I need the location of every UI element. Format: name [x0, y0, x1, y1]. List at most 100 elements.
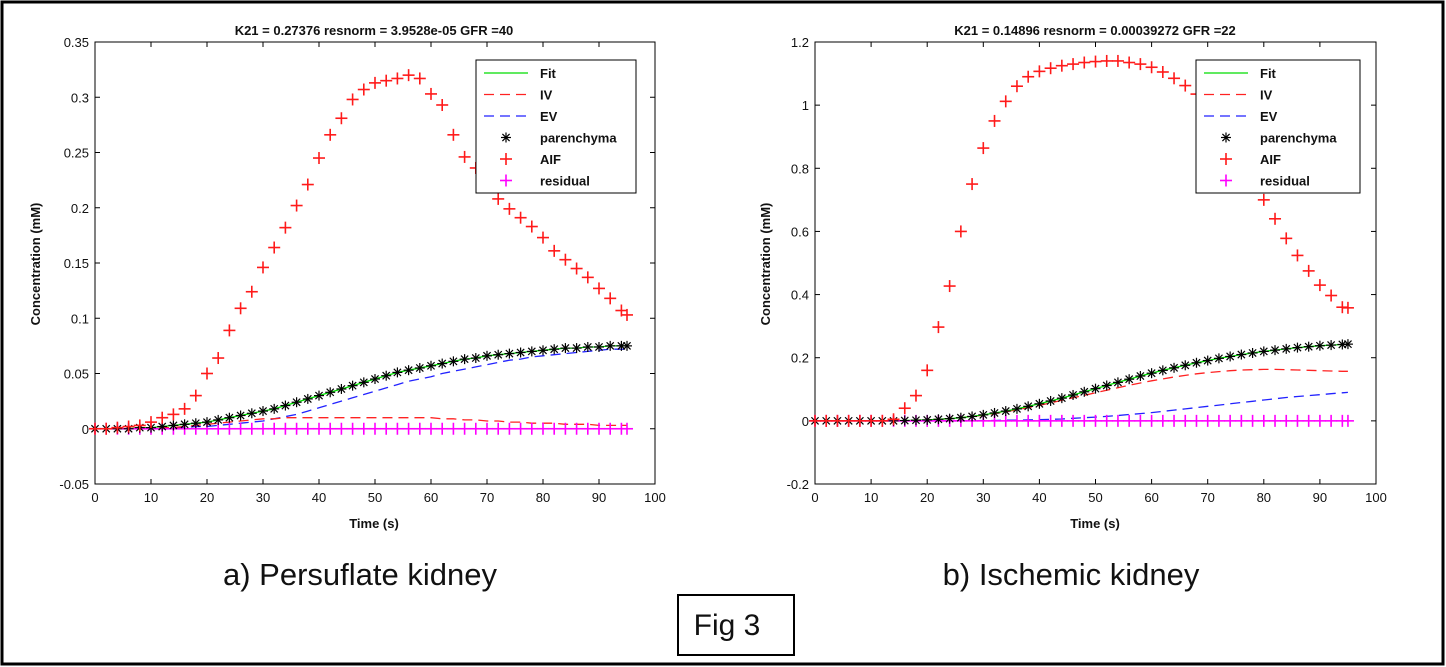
- legend-box: [475, 59, 637, 194]
- point-residual: [301, 422, 314, 435]
- x-tick-label: 70: [480, 490, 494, 505]
- point-residual: [1010, 414, 1023, 427]
- point-aif: [1111, 54, 1124, 67]
- y-tick-label: -0.2: [787, 477, 809, 492]
- point-parenchyma: [168, 420, 179, 431]
- point-parenchyma: [1101, 380, 1112, 391]
- x-tick-label: 50: [1088, 490, 1102, 505]
- point-parenchyma: [314, 390, 324, 401]
- point-aif: [413, 72, 426, 85]
- point-parenchyma: [246, 408, 257, 419]
- point-residual: [335, 422, 348, 435]
- x-axis-label: Time (s): [1070, 516, 1120, 531]
- x-tick-label: 40: [1032, 490, 1046, 505]
- point-aif: [604, 292, 617, 305]
- y-tick-label: 1.2: [791, 35, 809, 50]
- point-parenchyma: [482, 350, 492, 361]
- point-parenchyma: [1202, 355, 1213, 366]
- y-tick-label: 0.4: [791, 288, 809, 303]
- point-aif: [178, 402, 191, 415]
- point-residual: [1269, 414, 1282, 427]
- point-residual: [503, 422, 516, 435]
- point-aif: [425, 87, 437, 100]
- point-residual: [525, 422, 538, 435]
- point-aif: [537, 231, 549, 244]
- legend-item-residual: residual: [500, 174, 590, 189]
- point-parenchyma: [1000, 406, 1011, 417]
- legend-item-residual: residual: [1220, 174, 1310, 189]
- point-parenchyma: [1112, 377, 1123, 388]
- chart-ischemic: K21 = 0.14896 resnorm = 0.00039272 GFR =…: [758, 23, 1387, 531]
- point-parenchyma: [269, 403, 280, 414]
- point-aif: [977, 142, 990, 155]
- y-axis-label: Concentration (mM): [28, 203, 43, 326]
- point-aif: [1302, 264, 1315, 277]
- y-axis-label: Concentration (mM): [758, 203, 773, 326]
- point-aif: [1067, 58, 1080, 71]
- point-parenchyma: [437, 358, 448, 369]
- point-residual: [1201, 414, 1214, 427]
- point-residual: [1145, 414, 1158, 427]
- point-parenchyma: [213, 414, 224, 425]
- point-parenchyma: [594, 341, 604, 352]
- y-tick-label: 0.35: [64, 35, 89, 50]
- point-parenchyma: [571, 343, 582, 354]
- y-tick-label: 0.8: [791, 161, 809, 176]
- point-aif: [921, 364, 934, 377]
- point-parenchyma: [622, 340, 632, 351]
- point-parenchyma: [605, 340, 616, 351]
- point-parenchyma: [179, 419, 190, 430]
- point-parenchyma: [280, 400, 291, 411]
- point-parenchyma: [414, 362, 425, 373]
- point-parenchyma: [336, 383, 347, 394]
- point-parenchyma: [202, 417, 212, 428]
- point-parenchyma: [922, 414, 933, 425]
- point-parenchyma: [1169, 362, 1180, 373]
- point-residual: [1246, 414, 1259, 427]
- point-aif: [988, 114, 1001, 127]
- point-residual: [380, 422, 393, 435]
- point-aif: [212, 352, 225, 365]
- point-residual: [223, 422, 236, 435]
- point-residual: [570, 422, 583, 435]
- point-residual: [559, 422, 572, 435]
- point-aif: [89, 422, 101, 435]
- point-residual: [324, 422, 337, 435]
- point-aif: [313, 152, 325, 165]
- point-aif: [570, 262, 583, 275]
- point-parenchyma: [1314, 340, 1325, 351]
- x-tick-label: 80: [1257, 490, 1271, 505]
- point-aif: [1168, 72, 1181, 85]
- point-aif: [909, 389, 922, 402]
- legend-label: EV: [540, 109, 558, 124]
- chart-persuflate: K21 = 0.27376 resnorm = 3.9528e-05 GFR =…: [28, 23, 666, 531]
- point-parenchyma: [1180, 360, 1191, 371]
- point-aif: [831, 414, 844, 427]
- x-tick-label: 0: [811, 490, 818, 505]
- point-parenchyma: [302, 393, 313, 404]
- point-parenchyma: [1045, 395, 1056, 406]
- point-parenchyma: [1079, 386, 1090, 397]
- point-residual: [1111, 414, 1124, 427]
- point-aif: [1055, 59, 1068, 72]
- point-aif: [402, 69, 415, 82]
- point-aif: [943, 280, 956, 293]
- point-aif: [335, 112, 348, 125]
- x-tick-label: 30: [256, 490, 270, 505]
- point-aif: [887, 413, 900, 426]
- legend-item-parenchyma: parenchyma: [501, 131, 617, 146]
- legend-swatch: [1220, 153, 1232, 165]
- point-parenchyma: [381, 370, 392, 381]
- point-residual: [413, 422, 426, 435]
- x-tick-label: 50: [368, 490, 382, 505]
- point-aif: [514, 211, 527, 224]
- point-residual: [268, 422, 281, 435]
- x-axis-label: Time (s): [349, 516, 399, 531]
- figure-label-box: Fig 3: [677, 594, 795, 656]
- point-residual: [1089, 414, 1102, 427]
- point-aif: [167, 408, 180, 421]
- x-tick-label: 90: [592, 490, 606, 505]
- point-parenchyma: [1023, 401, 1034, 412]
- point-aif: [1156, 65, 1169, 78]
- point-residual: [313, 422, 325, 435]
